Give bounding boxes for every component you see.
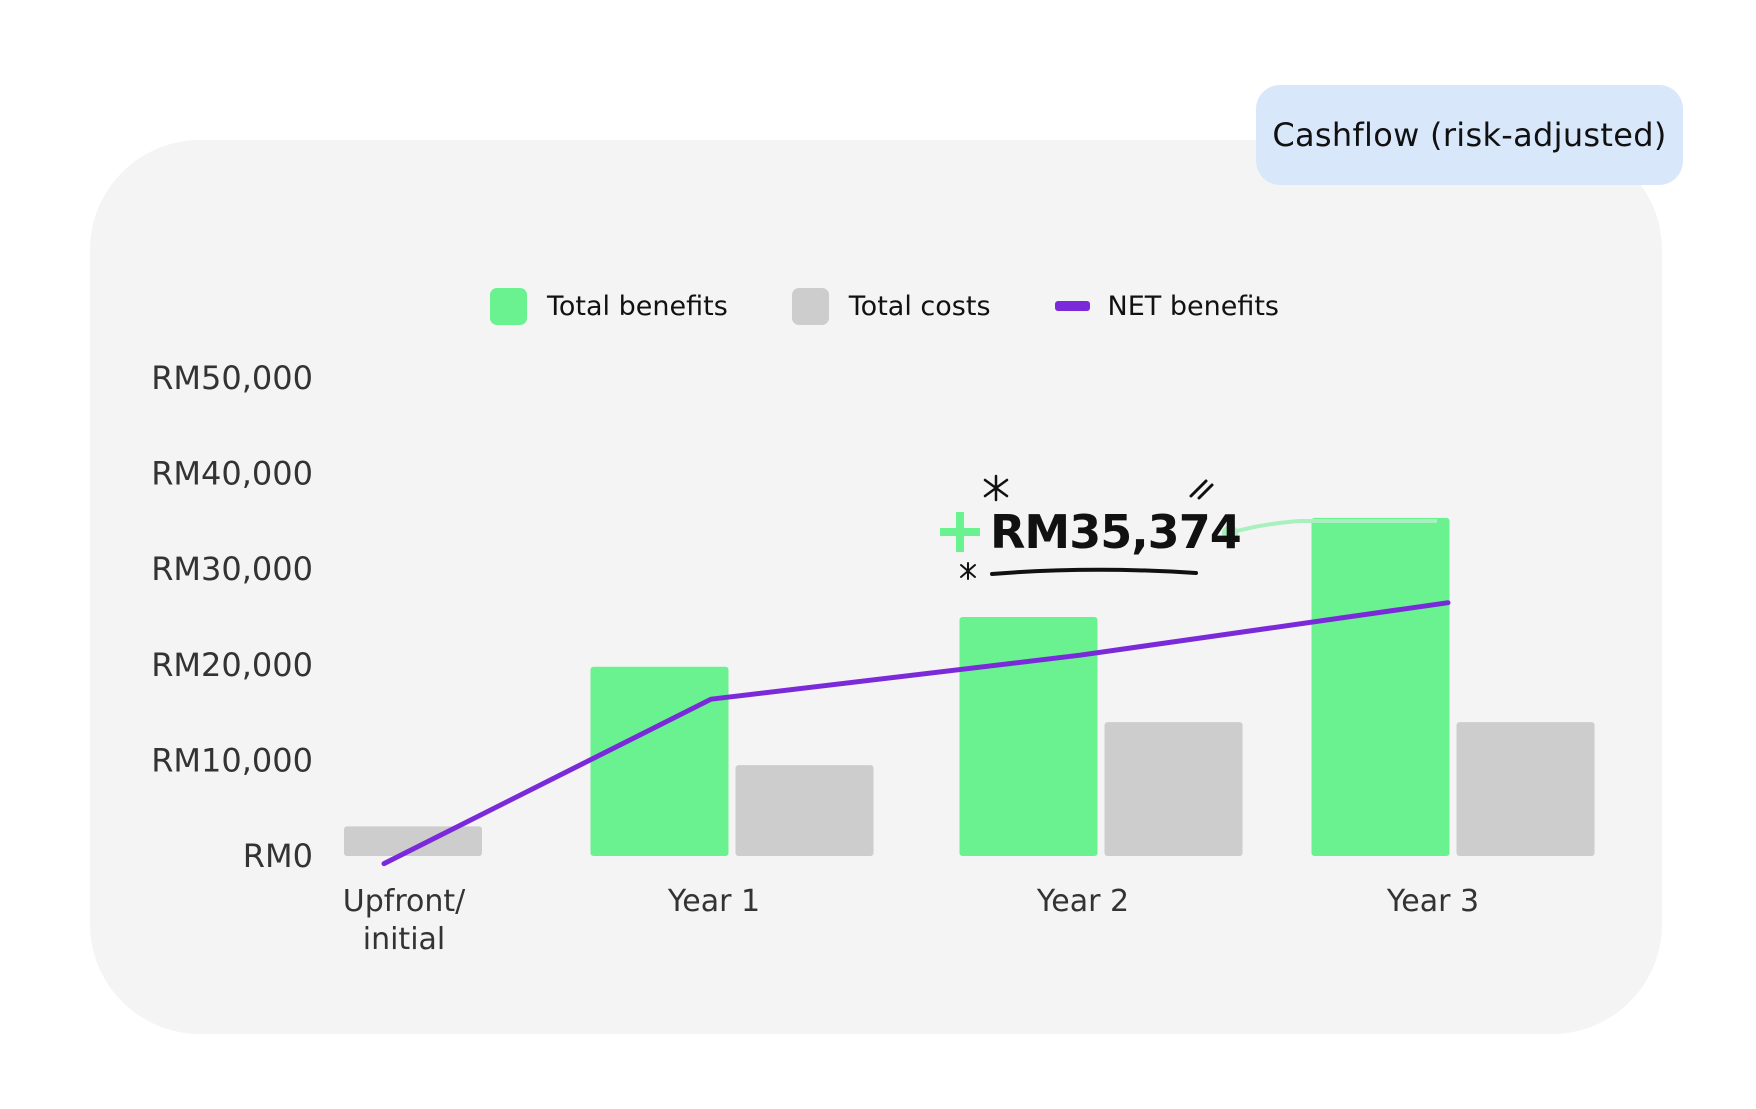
plus-icon-horizontal [940, 528, 980, 536]
emphasis-strokes-icon [1189, 479, 1214, 500]
net-benefits-line [381, 600, 1451, 867]
y-tick-label: RM20,000 [151, 646, 313, 684]
legend-label-net-benefits: NET benefits [1107, 290, 1279, 322]
bar-total-costs [1104, 722, 1243, 856]
y-tick-label: RM10,000 [151, 741, 313, 779]
sparkle-small-icon [960, 562, 976, 580]
bar-total-benefits [1311, 517, 1450, 856]
y-tick-label: RM30,000 [151, 550, 313, 588]
y-tick-label: RM50,000 [151, 359, 313, 397]
callout-decoration [940, 474, 1437, 580]
x-axis: Upfront/initial Year 1 Year 2 Year 3 [343, 884, 1479, 957]
bar-total-benefits [590, 666, 729, 856]
bar-total-costs [1456, 722, 1595, 856]
y-axis: RM0 RM10,000 RM20,000 RM30,000 RM40,000 RM50,… [151, 359, 313, 875]
legend-label-total-costs: Total costs [848, 290, 991, 322]
callout-underline [990, 567, 1198, 576]
sparkle-icon [983, 474, 1009, 502]
legend-item-total-costs: Total costs [791, 287, 991, 325]
legend-item-net-benefits: NET benefits [1054, 290, 1279, 322]
chart-legend: Total benefits Total costs NET benefits [490, 285, 1343, 327]
legend-label-total-benefits: Total benefits [547, 290, 728, 322]
bars-layer [344, 517, 1595, 856]
bar-total-benefits [959, 617, 1098, 856]
callout-dot [1222, 525, 1238, 541]
bar-total-costs [735, 765, 874, 856]
x-tick-label: Year 1 [667, 884, 760, 919]
y-tick-label: RM0 [243, 837, 313, 875]
net-benefit-callout: RM35,374 [990, 505, 1242, 559]
legend-swatch-total-costs [791, 287, 829, 325]
legend-item-total-benefits: Total benefits [490, 287, 728, 325]
net-benefits-line-layer [381, 600, 1451, 867]
cashflow-badge-label: Cashflow (risk-adjusted) [1272, 116, 1667, 154]
cashflow-badge: Cashflow (risk-adjusted) [1256, 85, 1683, 185]
x-tick-label: initial [363, 922, 446, 957]
legend-line-net-benefits [1054, 301, 1090, 311]
y-tick-label: RM40,000 [151, 455, 313, 493]
legend-swatch-total-benefits [490, 287, 527, 325]
x-tick-label: Upfront/ [343, 884, 466, 919]
x-tick-label: Year 2 [1036, 884, 1129, 919]
x-tick-label: Year 3 [1386, 884, 1479, 919]
